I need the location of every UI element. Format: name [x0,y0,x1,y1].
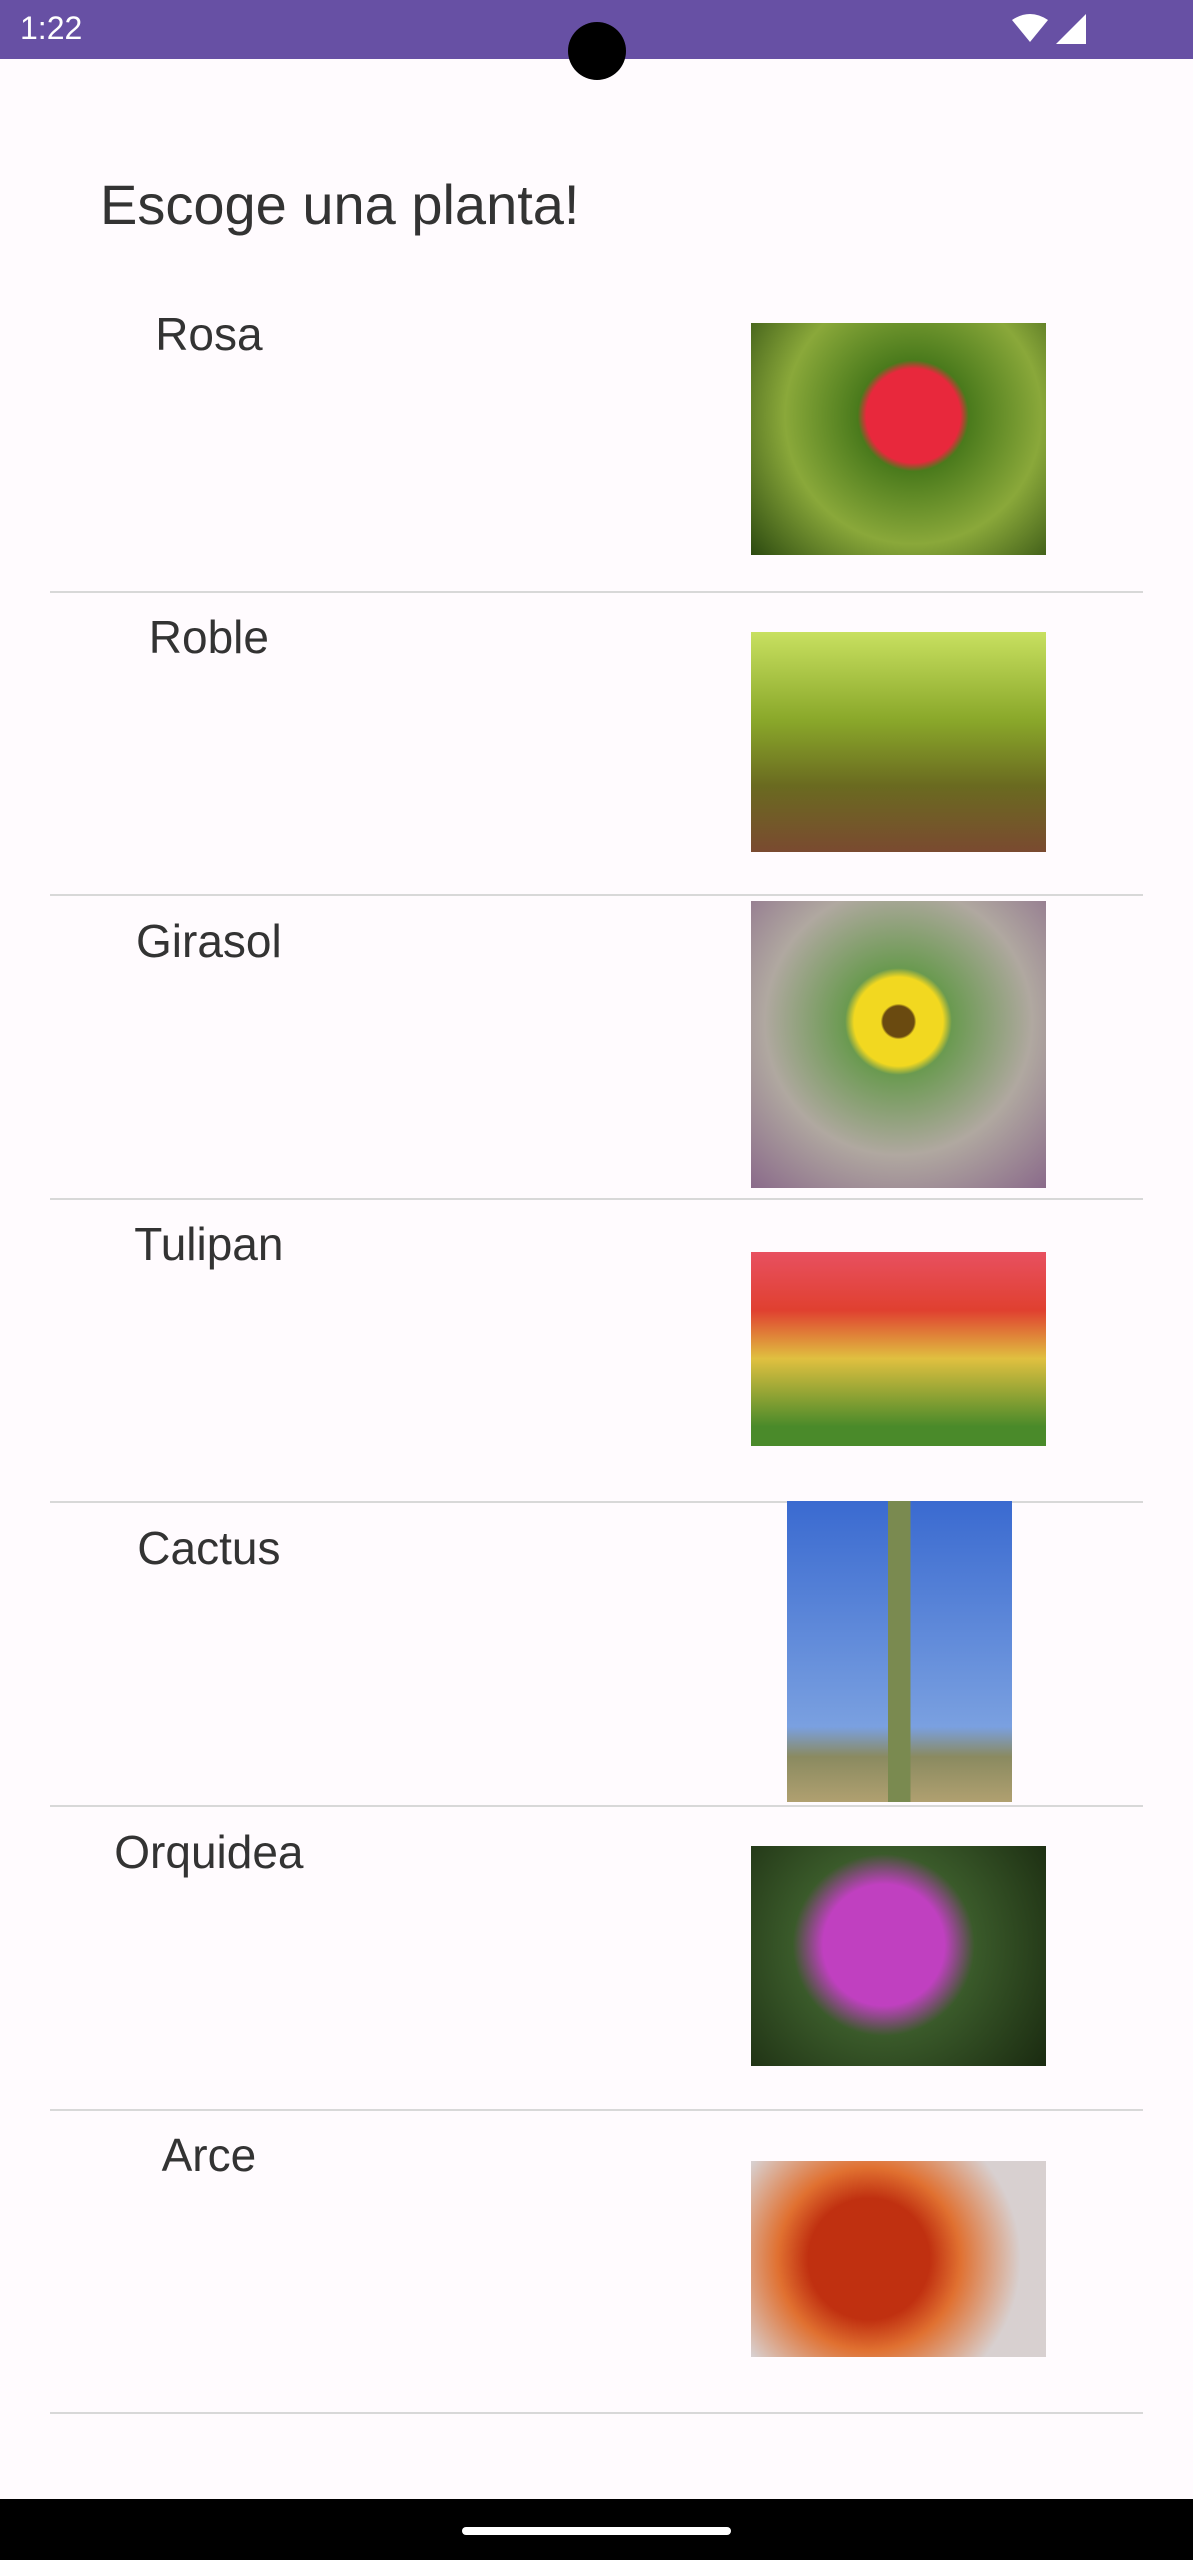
plant-image[interactable] [750,631,1047,852]
status-bar: 1:22 [0,0,1193,80]
camera-cutout [568,22,626,80]
plant-name[interactable]: Tulipan [134,1218,284,1271]
divider [50,1501,1143,1504]
divider [50,894,1143,897]
plant-image[interactable] [750,2160,1047,2357]
plant-name[interactable]: Arce [161,2129,257,2182]
plant-image[interactable] [750,1251,1047,1446]
plant-name[interactable]: Cactus [137,1522,281,1575]
divider [50,1804,1143,1807]
home-indicator [462,2527,731,2535]
plant-name[interactable]: Roble [148,611,269,664]
divider [50,590,1143,593]
status-icons [1012,14,1086,44]
status-time: 1:22 [20,10,83,46]
plant-image[interactable] [750,323,1047,555]
plant-name[interactable]: Rosa [155,307,263,360]
page-title: Escoge una planta! [100,173,580,236]
divider [50,2412,1143,2415]
divider [50,1197,1143,1200]
plant-name[interactable]: Orquidea [114,1825,304,1878]
divider [50,2108,1143,2111]
plant-image[interactable] [750,1845,1047,2067]
plant-image[interactable] [786,1501,1012,1802]
plant-image[interactable] [750,900,1047,1189]
plant-name[interactable]: Girasol [136,914,282,967]
